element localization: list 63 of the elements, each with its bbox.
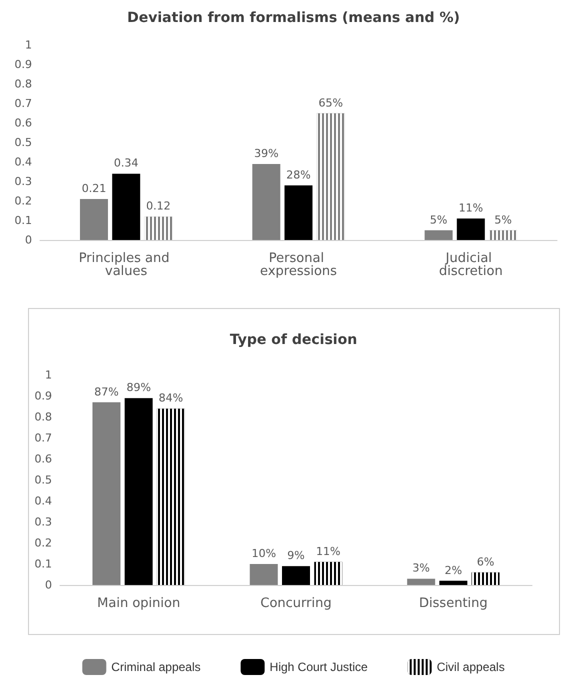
data-label: 0.34 bbox=[114, 156, 138, 170]
bar bbox=[252, 164, 280, 240]
data-label: 11% bbox=[316, 544, 340, 558]
bar bbox=[456, 218, 485, 240]
y-tick-label: 0.2 bbox=[14, 194, 32, 208]
y-tick-label: 0.6 bbox=[34, 452, 52, 466]
bar bbox=[250, 564, 278, 585]
y-tick-label: 0.6 bbox=[14, 116, 32, 130]
bar bbox=[80, 199, 108, 240]
data-label: 89% bbox=[126, 381, 151, 394]
data-label: 11% bbox=[458, 202, 484, 215]
data-label: 65% bbox=[318, 96, 343, 110]
y-tick-label: 0.9 bbox=[14, 58, 32, 71]
y-tick-label: 0 bbox=[25, 234, 32, 246]
data-label: 0.12 bbox=[146, 200, 171, 213]
y-tick-label: 0.3 bbox=[34, 516, 52, 528]
y-tick-label: 0.5 bbox=[34, 474, 52, 486]
x-tick-label: Judicial discretion bbox=[438, 251, 503, 279]
legend-label: Criminal appeals bbox=[111, 660, 201, 674]
data-label: 10% bbox=[252, 547, 276, 560]
bar bbox=[439, 580, 468, 585]
y-tick-label: 0.7 bbox=[34, 432, 52, 444]
data-label: 5% bbox=[494, 213, 512, 226]
y-tick-label: 0 bbox=[45, 578, 52, 592]
data-label: 0.21 bbox=[82, 182, 106, 196]
y-tick-label: 0.7 bbox=[14, 97, 32, 110]
y-tick-label: 0.5 bbox=[14, 136, 32, 149]
x-tick-label: Principles and values bbox=[78, 251, 174, 279]
y-tick-label: 1 bbox=[45, 368, 52, 382]
x-tick-label: Main opinion bbox=[97, 596, 180, 611]
data-label: 6% bbox=[476, 555, 494, 568]
bar bbox=[124, 398, 153, 585]
data-label: 87% bbox=[94, 385, 119, 398]
bar bbox=[284, 185, 312, 240]
bar bbox=[407, 578, 436, 585]
data-label: 84% bbox=[158, 392, 184, 405]
y-tick-label: 0.2 bbox=[34, 536, 52, 550]
y-tick-label: 0.3 bbox=[14, 175, 32, 188]
data-label: 39% bbox=[254, 146, 279, 160]
y-tick-label: 1 bbox=[25, 38, 32, 52]
bar bbox=[424, 230, 453, 240]
data-label: 9% bbox=[287, 549, 305, 562]
data-label: 5% bbox=[430, 213, 448, 226]
y-tick-label: 0.1 bbox=[14, 214, 32, 227]
data-label: 3% bbox=[412, 562, 430, 575]
legend-label: High Court Justice bbox=[270, 660, 368, 674]
y-tick-label: 0.8 bbox=[14, 78, 32, 90]
y-tick-label: 0.4 bbox=[34, 494, 52, 508]
x-tick-label: Concurring bbox=[260, 596, 332, 611]
chart-title: Deviation from formalisms (means and %) bbox=[127, 10, 460, 26]
bar bbox=[282, 566, 310, 585]
bar bbox=[92, 402, 120, 585]
data-label: 28% bbox=[286, 168, 311, 182]
y-tick-label: 0.4 bbox=[14, 156, 32, 168]
bar bbox=[112, 174, 140, 240]
y-tick-label: 0.9 bbox=[34, 390, 52, 402]
data-label: 2% bbox=[444, 564, 462, 577]
y-tick-label: 0.1 bbox=[34, 558, 52, 570]
x-tick-label: Dissenting bbox=[419, 596, 488, 611]
legend-label: Civil appeals bbox=[436, 660, 505, 674]
y-tick-label: 0.8 bbox=[34, 410, 52, 424]
x-tick-label: Personal expressions bbox=[260, 251, 338, 279]
chart-title: Type of decision bbox=[230, 332, 358, 348]
